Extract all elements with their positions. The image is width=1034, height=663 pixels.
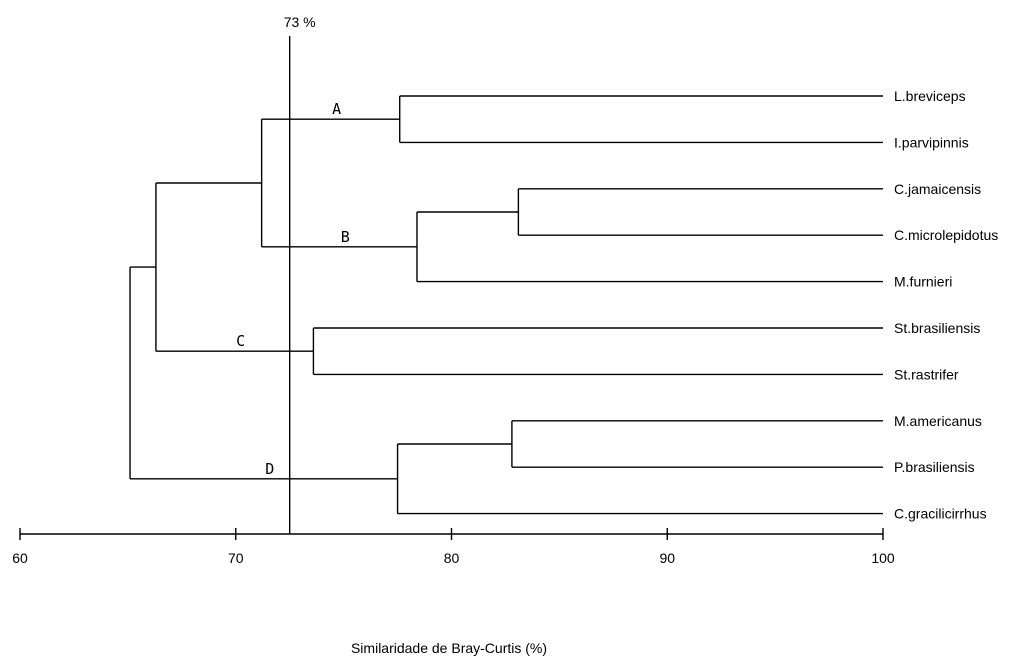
leaf-label: I.parvipinnis xyxy=(894,134,969,150)
x-axis-title: Similaridade de Bray-Curtis (%) xyxy=(351,640,547,656)
cluster-label: B xyxy=(341,228,350,246)
cluster-label: C xyxy=(236,332,245,350)
leaf-label: C.gracilicirrhus xyxy=(894,506,987,522)
leaf-label: M.furnieri xyxy=(894,274,952,290)
x-tick-label: 70 xyxy=(228,550,244,566)
leaf-label: L.breviceps xyxy=(894,88,966,104)
x-tick-label: 80 xyxy=(444,550,460,566)
threshold: 73 % xyxy=(284,14,316,534)
leaf-label: P.brasiliensis xyxy=(894,459,975,475)
leaf-label: C.microlepidotus xyxy=(894,227,998,243)
dendrogram-tree xyxy=(129,95,883,515)
threshold-label: 73 % xyxy=(284,14,316,30)
leaf-label: M.americanus xyxy=(894,413,982,429)
leaf-label: C.jamaicensis xyxy=(894,181,981,197)
leaf-labels: L.breviceps I.parvipinnis C.jamaicensis C.m… xyxy=(894,88,998,522)
cluster-labels: A B C D xyxy=(236,100,350,478)
x-axis: 60 70 80 90 100 xyxy=(12,528,895,566)
x-tick-label: 60 xyxy=(12,550,28,566)
leaf-label: St.brasiliensis xyxy=(894,320,980,336)
x-tick-label: 100 xyxy=(871,550,895,566)
leaf-label: St.rastrifer xyxy=(894,366,959,382)
cluster-label: A xyxy=(332,100,341,118)
cluster-label: D xyxy=(265,460,274,478)
x-tick-label: 90 xyxy=(659,550,675,566)
